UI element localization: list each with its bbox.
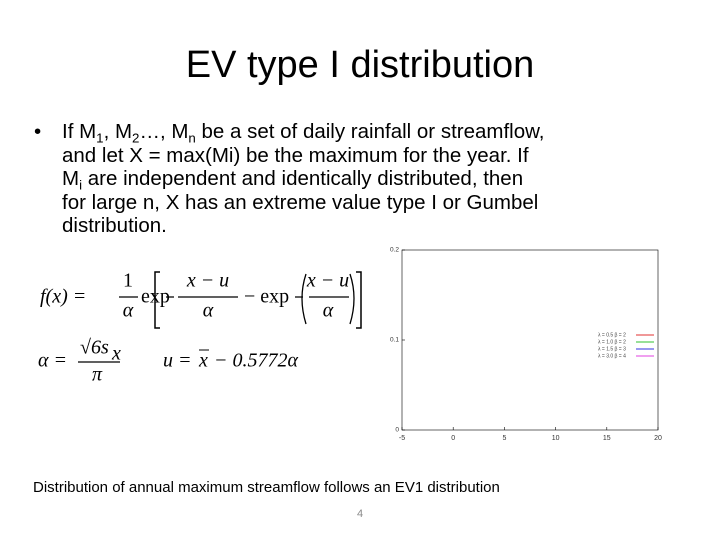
x-tick-label: 5 xyxy=(502,435,506,440)
bullet-dot: • xyxy=(34,120,42,143)
page-number: 4 xyxy=(356,508,364,520)
formula-text: α xyxy=(123,300,134,322)
bracket xyxy=(356,271,362,329)
formula-text: − 0.5772α xyxy=(214,350,298,372)
subscript: n xyxy=(188,130,196,146)
formula-text: x xyxy=(198,350,208,372)
parenthesis xyxy=(301,273,355,325)
legend-label: λ = 0.5 β = 2 xyxy=(598,332,626,338)
formula-text: α xyxy=(323,300,334,322)
subscript: i xyxy=(79,177,83,193)
x-tick-label: 0 xyxy=(451,435,455,440)
subscript: 1 xyxy=(96,130,104,146)
bracket xyxy=(154,271,160,329)
formulas: f(x) = 1 α exp x − u α − exp x − u α α =… xyxy=(38,270,362,386)
text: M xyxy=(62,167,80,190)
text: be a set of daily rainfall or streamflow… xyxy=(195,120,545,143)
formula-text: α = xyxy=(38,350,67,372)
bullet: • If M1, M2…, Mn be a set of daily rainf… xyxy=(34,120,545,238)
formula-text: x − u xyxy=(306,270,349,292)
slide-title: EV type I distribution xyxy=(185,44,535,86)
legend-label: λ = 1.0 β = 2 xyxy=(598,339,626,345)
text: …, M xyxy=(139,120,189,143)
x-tick-label: -5 xyxy=(399,435,405,440)
formula-text: − exp xyxy=(244,286,289,308)
legend-label: λ = 1.5 β = 3 xyxy=(598,346,626,352)
text: are independent and identically distribu… xyxy=(82,167,524,190)
y-tick-label: 0.1 xyxy=(390,337,399,344)
text: distribution. xyxy=(62,214,167,237)
x-tick-label: 20 xyxy=(654,435,662,440)
text: If M xyxy=(62,120,97,143)
formula-text: u = xyxy=(163,350,192,372)
formula-text: π xyxy=(92,364,103,386)
formula-text: x xyxy=(111,343,121,365)
formula-text: x − u xyxy=(186,270,229,292)
x-tick-label: 15 xyxy=(603,435,611,440)
legend-label: λ = 3.0 β = 4 xyxy=(598,353,626,359)
y-tick-label: 0 xyxy=(395,427,399,434)
formula-text: f(x) = xyxy=(40,286,86,308)
bullet-text: If M1, M2…, Mn be a set of daily rainfal… xyxy=(62,120,545,238)
y-tick-label: 0.2 xyxy=(390,247,399,254)
caption: Distribution of annual maximum streamflo… xyxy=(33,479,500,496)
formula-text: α xyxy=(203,300,214,322)
chart: 00.10.2-5 0 5 10 15 20λ = 0.5 β = 2λ = 1.0 β … xyxy=(390,247,662,440)
text: , M xyxy=(103,120,133,143)
subscript: 2 xyxy=(132,130,140,146)
formula-text: √6s xyxy=(80,337,109,359)
text: and let X = max(Mi) be the maximum for t… xyxy=(62,143,529,167)
formula-text: 1 xyxy=(123,270,133,292)
text: for large n, X has an extreme value type… xyxy=(62,190,539,214)
x-tick-label: 10 xyxy=(552,435,560,440)
